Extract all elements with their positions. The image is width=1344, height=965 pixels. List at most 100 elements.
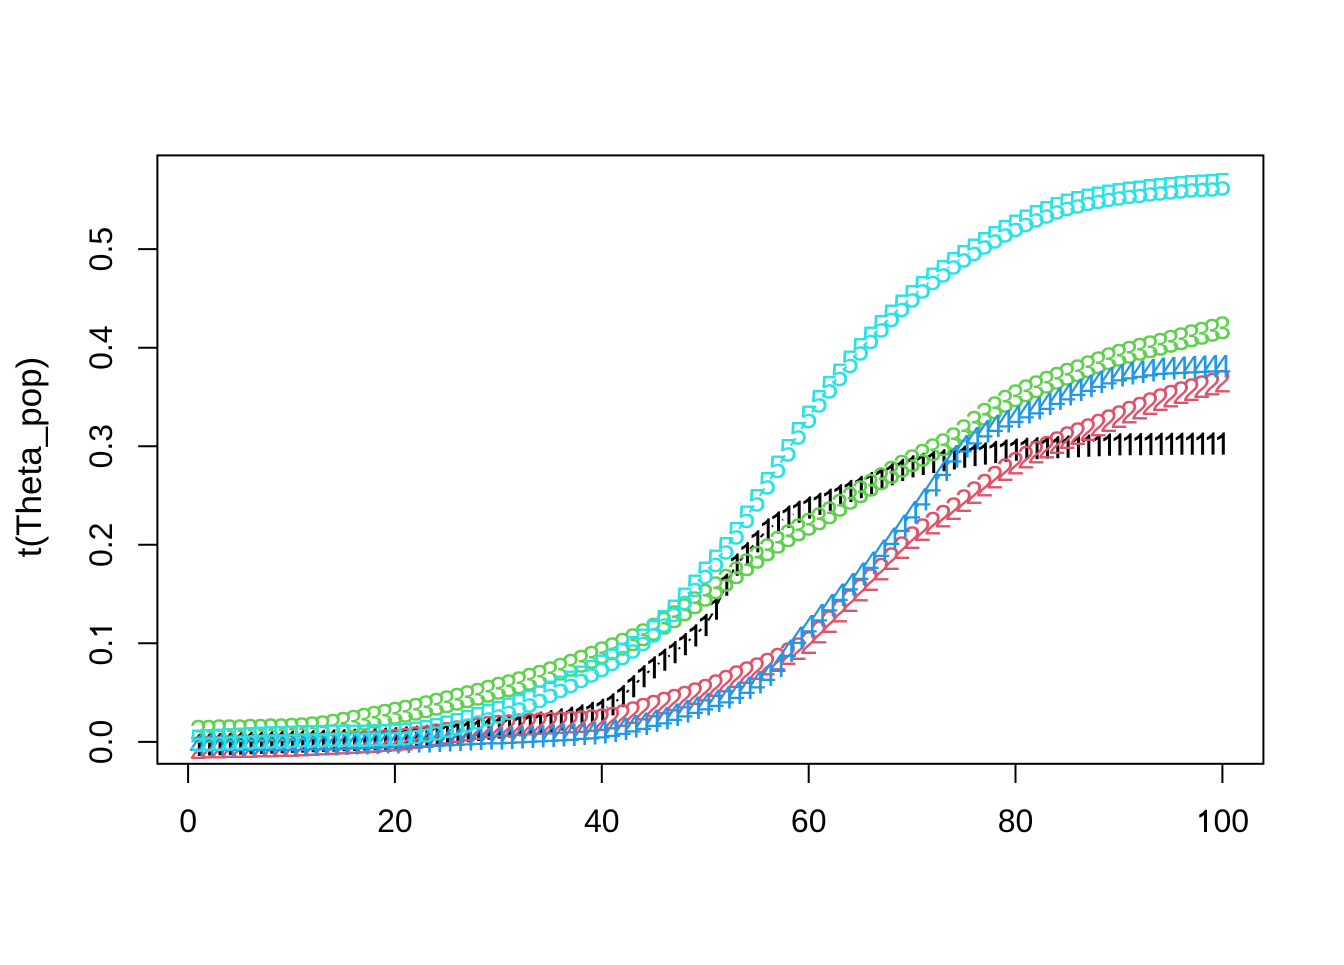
svg-text:2: 2 <box>552 705 570 741</box>
svg-text:2: 2 <box>1038 430 1056 466</box>
svg-text:5: 5 <box>1131 174 1149 210</box>
svg-text:4: 4 <box>665 697 683 733</box>
svg-text:4: 4 <box>717 679 735 715</box>
svg-text:3: 3 <box>1193 316 1211 352</box>
svg-text:5: 5 <box>614 636 632 672</box>
svg-text:2: 2 <box>190 730 208 766</box>
svg-text:2: 2 <box>272 728 290 764</box>
svg-text:5: 5 <box>1151 172 1169 208</box>
svg-text:80: 80 <box>998 803 1034 839</box>
svg-text:2: 2 <box>510 707 528 743</box>
svg-text:4: 4 <box>231 727 249 763</box>
svg-text:2: 2 <box>231 729 249 765</box>
svg-text:3: 3 <box>789 512 807 548</box>
svg-text:5: 5 <box>1007 208 1025 244</box>
svg-text:4: 4 <box>965 420 983 456</box>
svg-text:3: 3 <box>893 449 911 485</box>
svg-text:4: 4 <box>1172 350 1190 386</box>
svg-text:2: 2 <box>583 703 601 739</box>
svg-text:2: 2 <box>986 460 1004 496</box>
svg-text:2: 2 <box>945 491 963 527</box>
svg-text:5: 5 <box>986 219 1004 255</box>
svg-text:3: 3 <box>262 712 280 748</box>
svg-text:4: 4 <box>479 721 497 757</box>
svg-text:5: 5 <box>438 709 456 745</box>
svg-text:3: 3 <box>862 468 880 504</box>
svg-text:2: 2 <box>521 707 539 743</box>
svg-text:4: 4 <box>572 716 590 752</box>
svg-text:4: 4 <box>789 620 807 656</box>
svg-text:5: 5 <box>210 722 228 758</box>
svg-text:3: 3 <box>490 671 508 707</box>
svg-text:5: 5 <box>1048 191 1066 227</box>
svg-text:00: 00 <box>1214 803 1250 839</box>
svg-text:3: 3 <box>614 627 632 663</box>
svg-text:4: 4 <box>996 404 1014 440</box>
svg-text:4: 4 <box>303 727 321 763</box>
svg-text:2: 2 <box>914 512 932 548</box>
svg-text:3: 3 <box>355 702 373 738</box>
svg-text:3: 3 <box>272 712 290 748</box>
svg-text:3: 3 <box>1058 357 1076 393</box>
svg-text:4: 4 <box>862 545 880 581</box>
svg-text:4: 4 <box>1027 390 1045 426</box>
svg-text:4: 4 <box>262 727 280 763</box>
svg-text:3: 3 <box>1151 326 1169 362</box>
svg-text:2: 2 <box>1151 382 1169 418</box>
svg-text:3: 3 <box>417 689 435 725</box>
svg-text:4: 4 <box>272 727 290 763</box>
svg-text:2: 2 <box>562 705 580 741</box>
svg-text:2: 2 <box>738 655 756 691</box>
svg-text:2: 2 <box>645 688 663 724</box>
svg-text:3: 3 <box>1007 378 1025 414</box>
svg-text:4: 4 <box>614 711 632 747</box>
svg-text:3: 3 <box>955 413 973 449</box>
svg-text:5: 5 <box>655 604 673 640</box>
svg-text:4: 4 <box>779 633 797 669</box>
svg-text:4: 4 <box>490 720 508 756</box>
svg-text:4: 4 <box>521 719 539 755</box>
svg-text:0: 0 <box>179 803 197 839</box>
svg-text:5: 5 <box>427 711 445 747</box>
svg-text:0.2: 0.2 <box>83 523 119 567</box>
svg-text:4: 4 <box>252 727 270 763</box>
svg-text:2: 2 <box>1214 364 1232 400</box>
svg-text:3: 3 <box>1017 373 1035 409</box>
svg-text:3: 3 <box>1120 335 1138 371</box>
svg-text:4: 4 <box>852 556 870 592</box>
svg-text:3: 3 <box>624 622 642 658</box>
svg-text:4: 4 <box>883 521 901 557</box>
svg-text:2: 2 <box>1058 420 1076 456</box>
svg-text:2: 2 <box>531 706 549 742</box>
svg-text:4: 4 <box>1089 364 1107 400</box>
svg-text:5: 5 <box>603 642 621 678</box>
svg-text:3: 3 <box>676 592 694 628</box>
svg-text:5: 5 <box>562 664 580 700</box>
svg-text:2: 2 <box>634 692 652 728</box>
svg-text:5: 5 <box>521 683 539 719</box>
svg-text:3: 3 <box>758 532 776 568</box>
svg-text:3: 3 <box>190 714 208 750</box>
svg-text:4: 4 <box>1110 358 1128 394</box>
svg-text:4: 4 <box>914 482 932 518</box>
svg-text:3: 3 <box>810 501 828 537</box>
svg-text:4: 4 <box>1058 376 1076 412</box>
svg-text:2: 2 <box>1110 399 1128 435</box>
svg-text:5: 5 <box>758 466 776 502</box>
svg-text:2: 2 <box>821 604 839 640</box>
svg-text:5: 5 <box>510 687 528 723</box>
svg-text:60: 60 <box>791 803 827 839</box>
svg-text:5: 5 <box>1183 169 1201 205</box>
svg-text:2: 2 <box>893 530 911 566</box>
svg-text:5: 5 <box>955 239 973 275</box>
svg-text:4: 4 <box>324 726 342 762</box>
svg-text:4: 4 <box>903 495 921 531</box>
svg-text:2: 2 <box>572 704 590 740</box>
svg-text:20: 20 <box>377 803 413 839</box>
svg-text:4: 4 <box>1069 372 1087 408</box>
svg-text:0.4: 0.4 <box>83 325 119 369</box>
svg-text:5: 5 <box>883 298 901 334</box>
svg-text:3: 3 <box>541 655 559 691</box>
svg-text:2: 2 <box>1131 390 1149 426</box>
svg-text:3: 3 <box>645 612 663 648</box>
